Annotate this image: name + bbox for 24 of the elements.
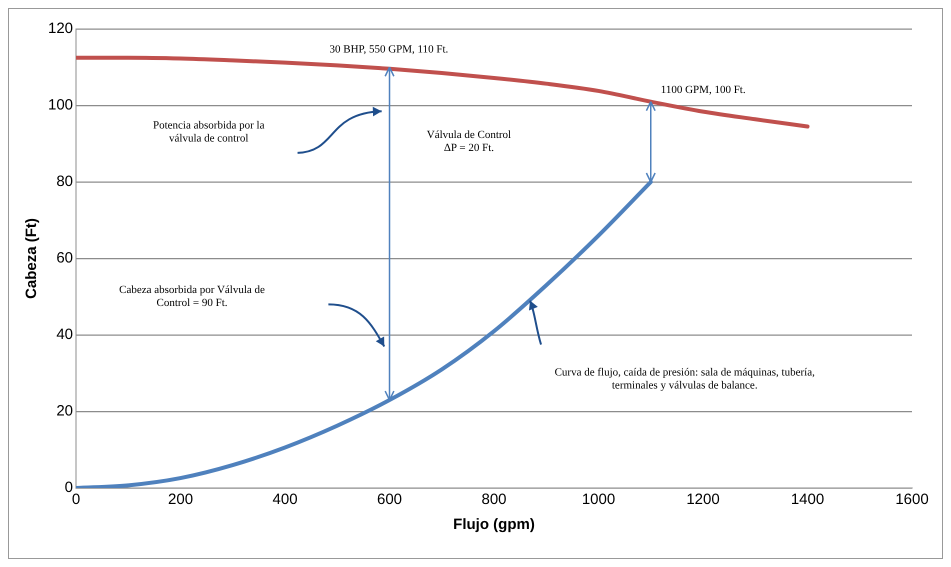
x-tick-label: 800: [482, 491, 507, 508]
annotation: Cabeza absorbida por Válvula de Control = 90 Ft.: [119, 284, 266, 310]
annotation: 30 BHP, 550 GPM, 110 Ft.: [330, 44, 449, 56]
annotation: 1100 GPM, 100 Ft.: [660, 84, 746, 96]
y-tick-label: 0: [64, 479, 74, 496]
y-tick-label: 100: [48, 96, 74, 114]
x-tick-label: 400: [272, 491, 298, 508]
y-tick-label: 80: [56, 173, 74, 190]
annotation: Curva de flujo, caída de presión: sala de máquinas, tubería, terminales y válvulas de balance.: [554, 366, 816, 392]
x-tick-label: 1400: [790, 491, 824, 508]
annotation: Válvula de Control ΔP = 20 Ft.: [426, 128, 512, 154]
y-tick-label: 40: [56, 326, 74, 344]
x-tick-label: 200: [168, 491, 194, 508]
annotation: Potencia absorbida por la válvula de control: [152, 120, 265, 145]
y-tick-label: 20: [56, 402, 74, 420]
x-axis-title: Flujo (gpm): [453, 516, 535, 534]
x-tick-label: 1200: [686, 491, 720, 508]
line-series: [76, 56, 810, 129]
y-axis-title: Cabeza (Ft): [23, 218, 40, 299]
y-tick-label: 120: [48, 20, 74, 38]
y-tick-label: 60: [56, 250, 74, 267]
x-tick-label: 1600: [895, 491, 929, 508]
x-tick-label: 1000: [582, 491, 616, 508]
x-tick-label: 600: [377, 491, 402, 508]
